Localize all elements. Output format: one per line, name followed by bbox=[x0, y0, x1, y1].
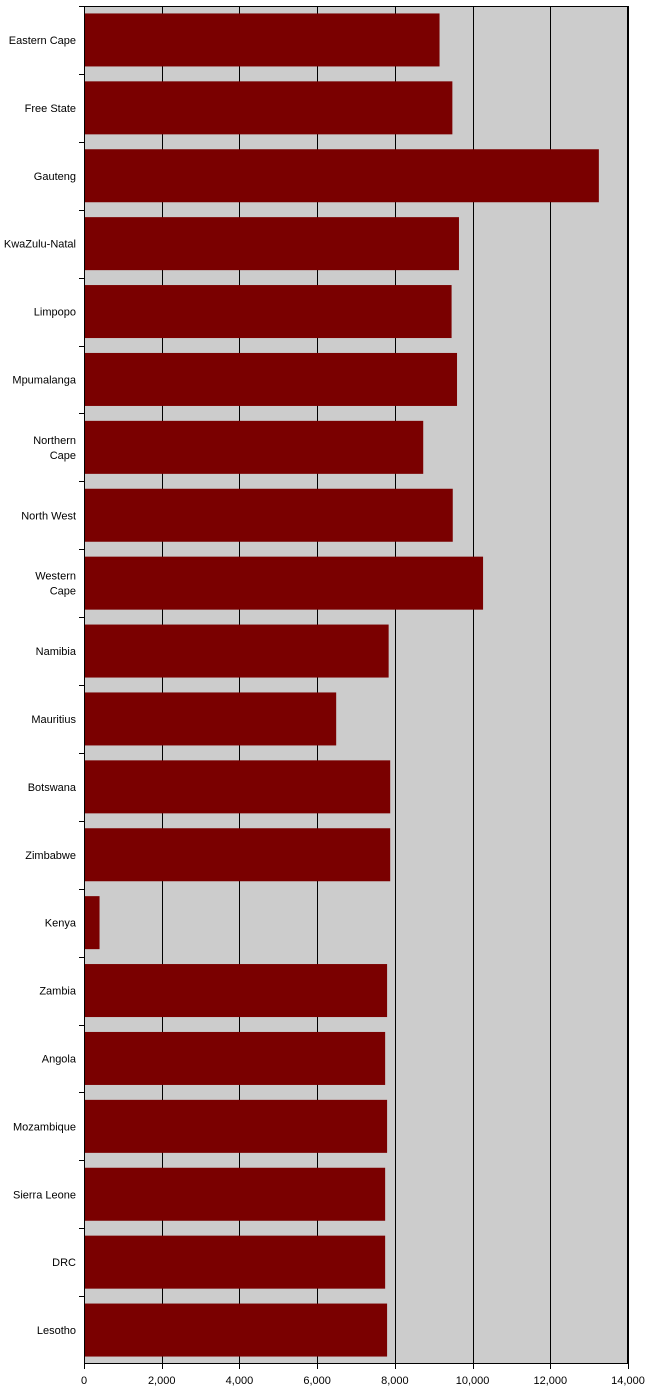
x-tick-label: 2,000 bbox=[148, 1375, 176, 1387]
x-tick-label: 8,000 bbox=[381, 1375, 409, 1387]
bar bbox=[84, 81, 453, 135]
bar bbox=[84, 352, 458, 406]
category-label: Zambia bbox=[39, 986, 77, 998]
bar bbox=[84, 624, 389, 678]
bar bbox=[84, 760, 391, 814]
bar bbox=[84, 1235, 386, 1289]
bar bbox=[84, 1303, 388, 1357]
x-tick-label: 6,000 bbox=[303, 1375, 331, 1387]
category-label: Sierra Leone bbox=[13, 1189, 76, 1201]
category-label: Kenya bbox=[45, 918, 77, 930]
category-label: North West bbox=[21, 510, 76, 522]
bar bbox=[84, 1167, 386, 1221]
category-label: Gauteng bbox=[34, 171, 76, 183]
category-label: Namibia bbox=[36, 646, 77, 658]
category-label: Lesotho bbox=[37, 1325, 76, 1337]
bar bbox=[84, 217, 459, 271]
bar bbox=[84, 1099, 388, 1153]
bar bbox=[84, 285, 452, 339]
bar bbox=[84, 556, 484, 610]
category-label: Eastern Cape bbox=[9, 35, 76, 47]
bar bbox=[84, 13, 440, 67]
category-label: Zimbabwe bbox=[25, 850, 76, 862]
plot-border bbox=[84, 6, 628, 1364]
bar bbox=[84, 896, 100, 950]
category-label: Mozambique bbox=[13, 1121, 76, 1133]
category-label: Northern Cape bbox=[33, 435, 76, 462]
bar bbox=[84, 964, 388, 1018]
bar bbox=[84, 420, 424, 474]
category-label: Free State bbox=[25, 103, 76, 115]
x-tick-label: 10,000 bbox=[456, 1375, 490, 1387]
category-label: Western Cape bbox=[35, 571, 76, 598]
x-tick-label: 0 bbox=[81, 1375, 87, 1387]
x-tick-label: 4,000 bbox=[226, 1375, 254, 1387]
category-label: DRC bbox=[52, 1257, 76, 1269]
bar bbox=[84, 149, 599, 203]
category-label: Angola bbox=[42, 1053, 77, 1065]
bar bbox=[84, 692, 337, 746]
bar bbox=[84, 1031, 386, 1085]
category-label: KwaZulu-Natal bbox=[4, 239, 76, 251]
x-tick-label: 14,000 bbox=[611, 1375, 645, 1387]
plot-area bbox=[84, 6, 628, 1364]
x-tick-label: 12,000 bbox=[533, 1375, 567, 1387]
bar bbox=[84, 828, 391, 882]
bar bbox=[84, 488, 453, 542]
category-label: Limpopo bbox=[34, 307, 76, 319]
category-label: Mpumalanga bbox=[12, 374, 76, 386]
category-label: Mauritius bbox=[31, 714, 76, 726]
category-label: Botswana bbox=[28, 782, 77, 794]
